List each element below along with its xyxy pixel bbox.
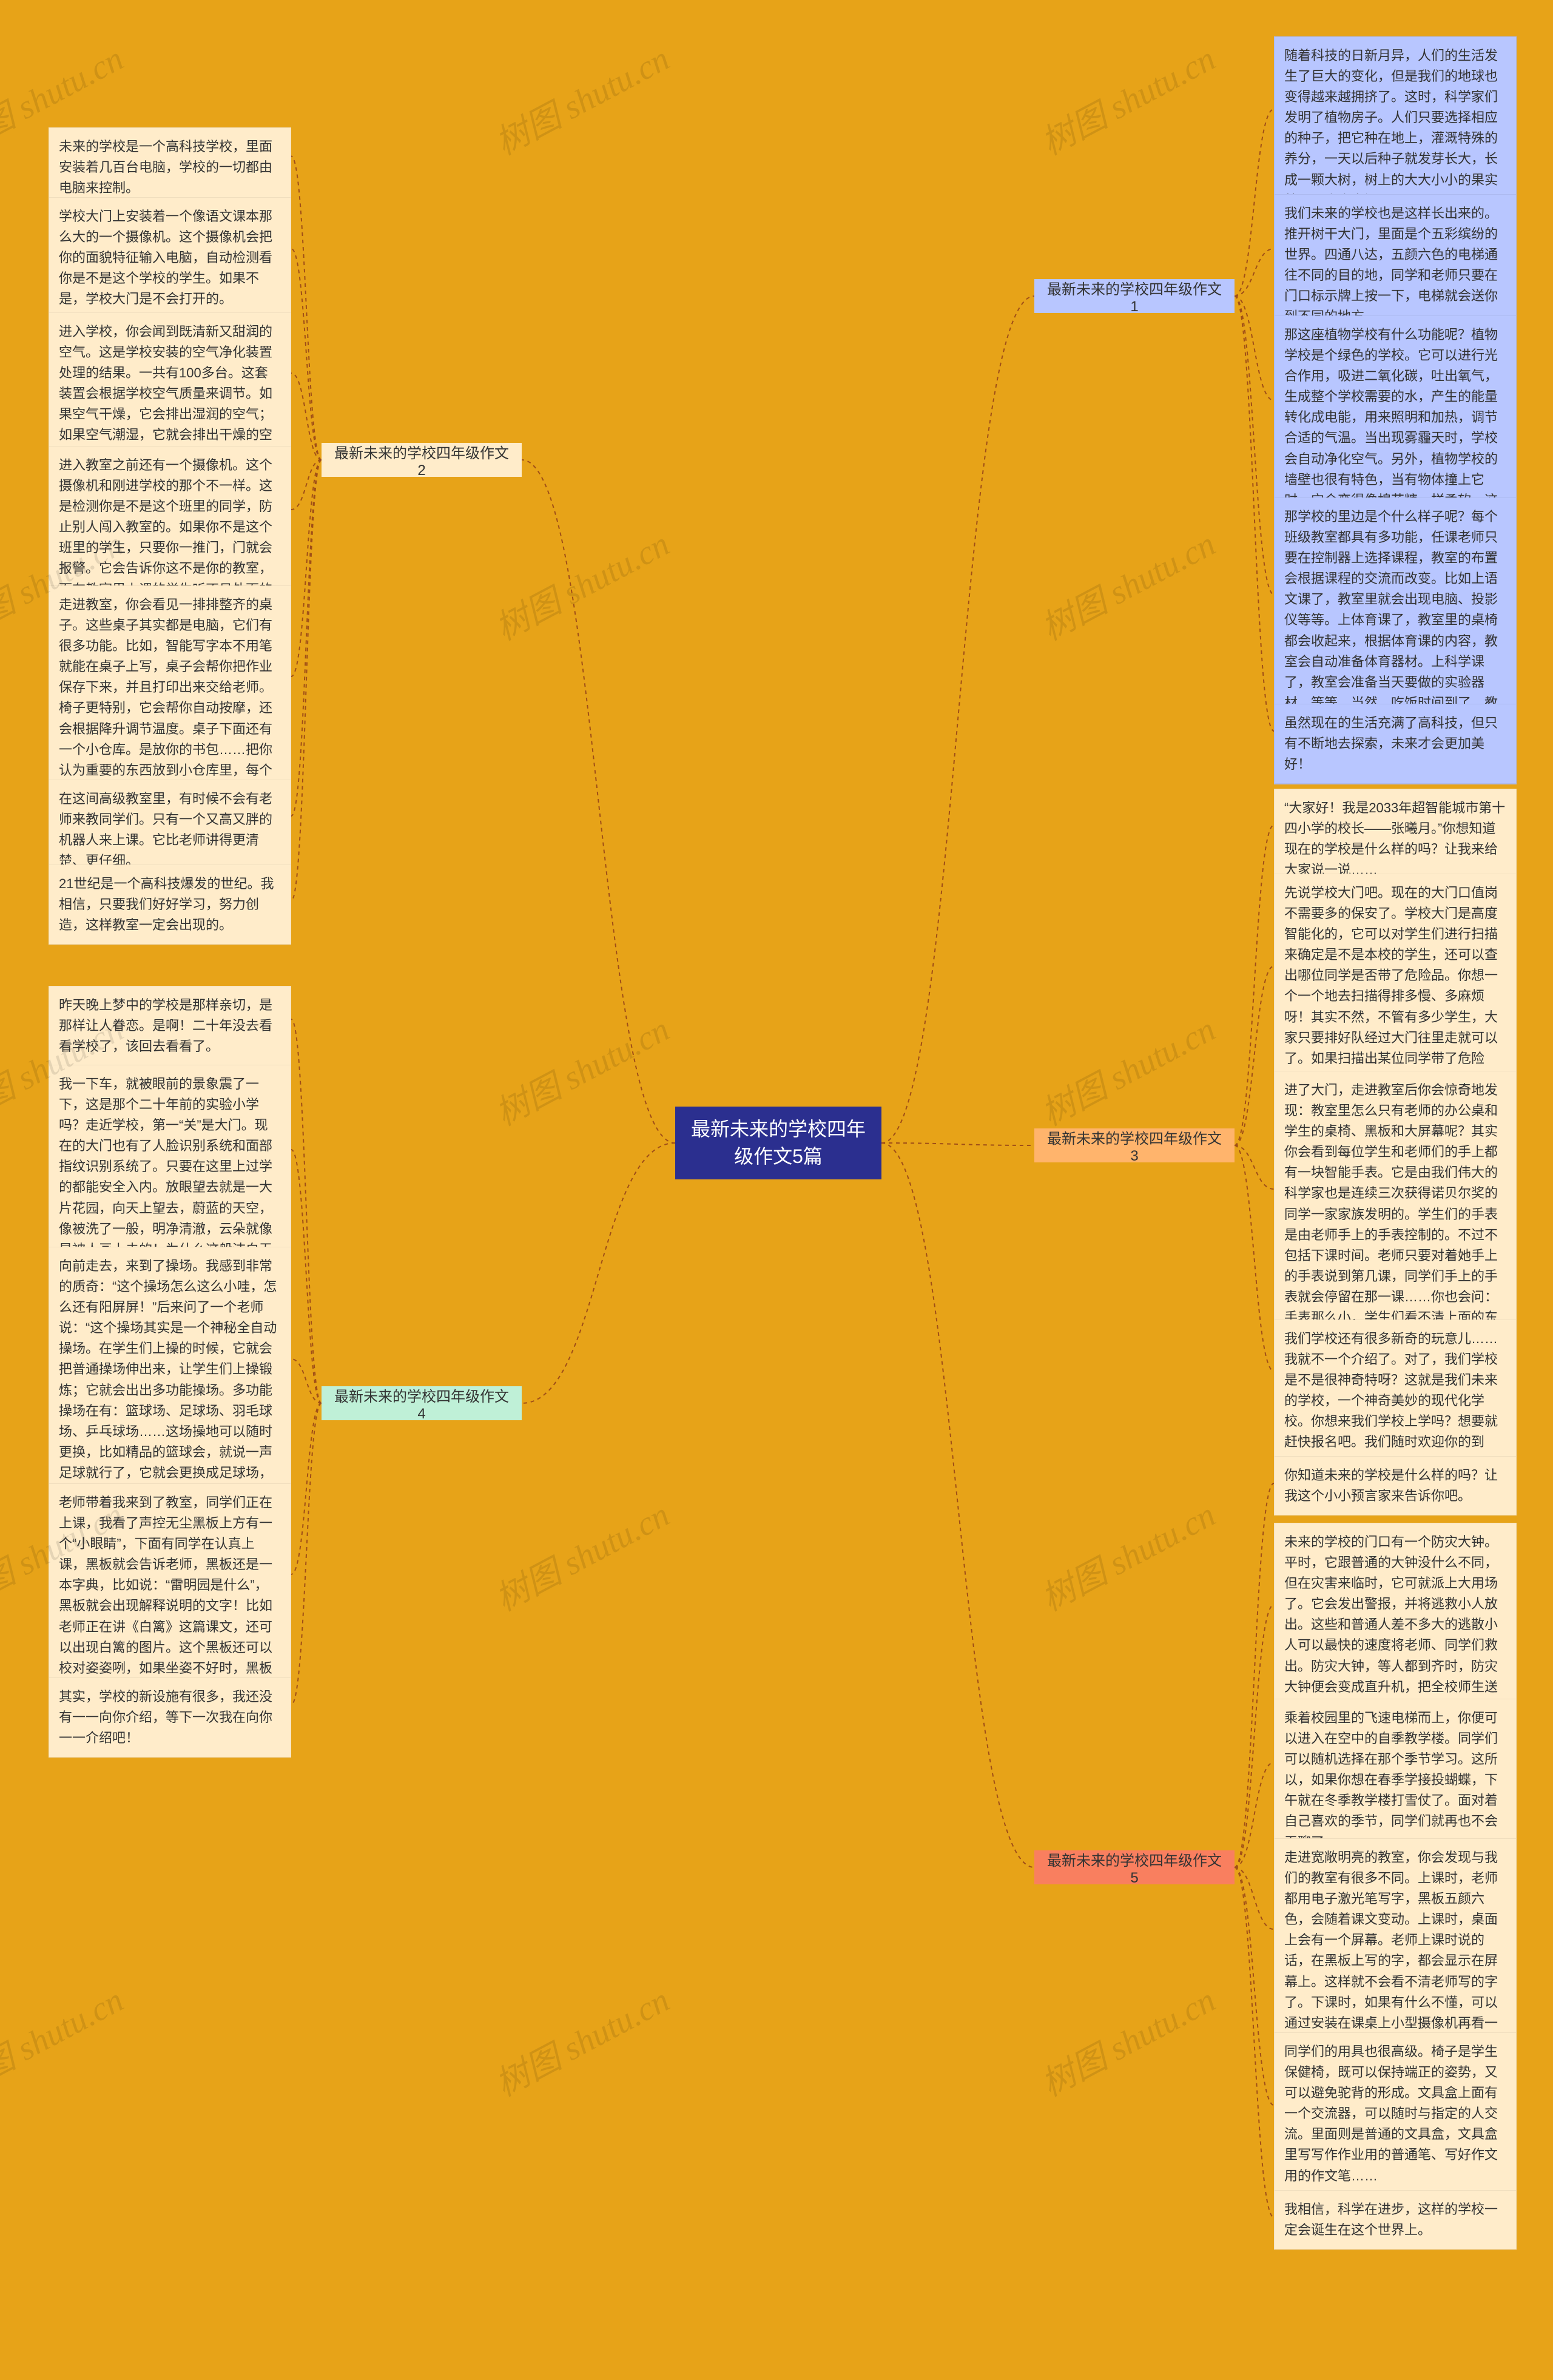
leaf-node: 未来的学校的门口有一个防灾大钟。平时，它跟普通的大钟没什么不同，但在灾害来临时，… <box>1274 1523 1517 1727</box>
leaf-node: 21世纪是一个高科技爆发的世纪。我相信，只要我们好好学习，努力创造，这样教室一定… <box>49 865 291 945</box>
branch-node: 最新未来的学校四年级作文1 <box>1034 279 1235 313</box>
leaf-node: 未来的学校是一个高科技学校，里面安装着几百台电脑，学校的一切都由电脑来控制。 <box>49 127 291 207</box>
leaf-node: 随着科技的日新月异，人们的生活发生了巨大的变化，但是我们的地球也变得越来越拥挤了… <box>1274 36 1517 220</box>
leaf-node: 虽然现在的生活充满了高科技，但只有不断地去探索，未来才会更加美好！ <box>1274 704 1517 784</box>
leaf-node: 学校大门上安装着一个像语文课本那么大的一个摄像机。这个摄像机会把你的面貌特征输入… <box>49 197 291 319</box>
branch-node: 最新未来的学校四年级作文2 <box>322 443 522 477</box>
leaf-node: 其实，学校的新设施有很多，我还没有一一向你介绍，等下一次我在向你一一介绍吧！ <box>49 1677 291 1758</box>
center-node: 最新未来的学校四年级作文5篇 <box>675 1107 881 1179</box>
leaf-node: 我相信，科学在进步，这样的学校一定会诞生在这个世界上。 <box>1274 2190 1517 2250</box>
leaf-node: 你知道未来的学校是什么样的吗？让我这个小小预言家来告诉你吧。 <box>1274 1456 1517 1515</box>
branch-node: 最新未来的学校四年级作文3 <box>1034 1128 1235 1162</box>
leaf-node: 同学们的用具也很高级。椅子是学生保健椅，既可以保持端正的姿势，又可以避免驼背的形… <box>1274 2032 1517 2196</box>
leaf-node: 乘着校园里的飞速电梯而上，你便可以进入在空中的自季教学楼。同学们可以随机选择在那… <box>1274 1699 1517 1862</box>
branch-node: 最新未来的学校四年级作文5 <box>1034 1850 1235 1884</box>
branch-node: 最新未来的学校四年级作文4 <box>322 1386 522 1420</box>
leaf-node: 昨天晚上梦中的学校是那样亲切，是那样让人眷恋。是啊！二十年没去看看学校了，该回去… <box>49 986 291 1066</box>
leaf-node: 走进宽敞明亮的教室，你会发现与我们的教室有很多不同。上课时，老师都用电子激光笔写… <box>1274 1838 1517 2063</box>
